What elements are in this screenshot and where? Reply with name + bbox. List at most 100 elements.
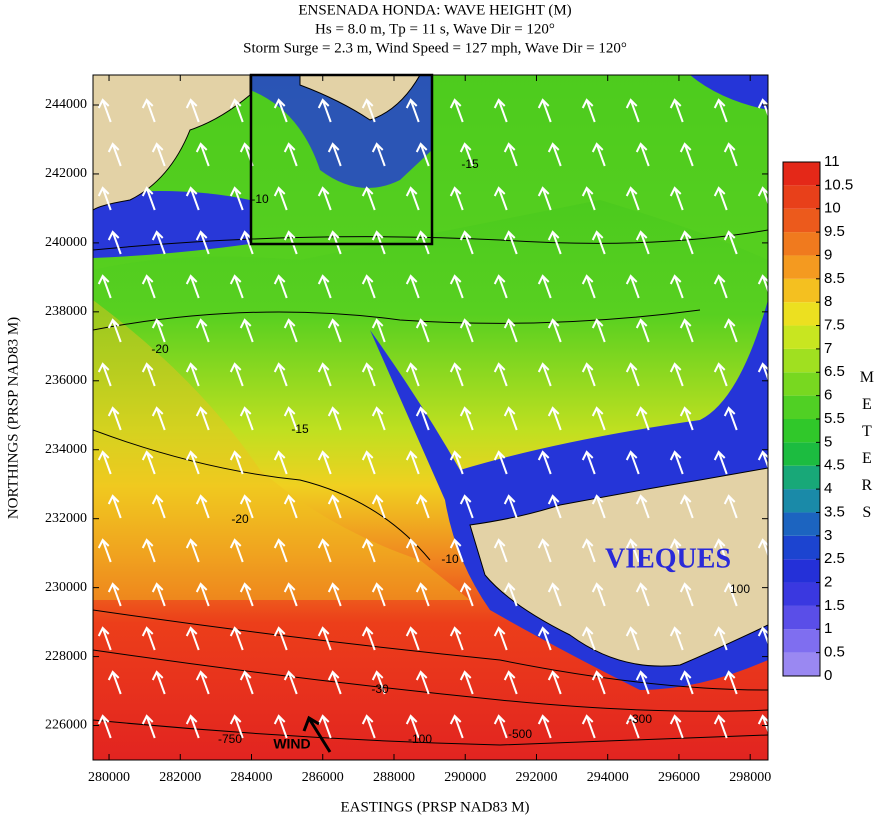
wind-arrow [537,714,552,739]
wind-arrow [317,714,332,739]
wind-arrow [459,142,474,167]
wind-arrow [449,362,464,387]
wind-arrow [371,582,386,607]
wind-arrow [195,406,210,431]
colorbar-band [783,652,820,676]
wind-arrow [151,318,166,343]
colorbar-tick-label: 2 [824,574,832,591]
wind-arrow [581,538,596,563]
wind-arrow [713,362,728,387]
wind-arrow [757,626,768,646]
colorbar-band [783,512,820,536]
y-tick-label: 236000 [45,373,87,388]
colorbar-band [783,395,820,419]
wind-arrow [415,582,430,607]
wind-arrow [537,274,552,299]
wind-arrow [229,714,244,739]
wind-arrow [317,626,332,651]
y-tick-label: 226000 [45,718,87,733]
wind-arrow [723,494,738,519]
colorbar-band [783,442,820,466]
wind-arrow [635,494,650,519]
wind-arrow [151,406,166,431]
subtitle: Storm Surge = 2.3 m, Wind Speed = 127 mp… [243,40,627,56]
colorbar-tick-label: 8.5 [824,270,845,287]
wind-arrow [767,591,768,592]
wind-arrow [317,274,332,299]
contour-line [93,649,768,712]
x-tick-label: 290000 [444,770,486,785]
wind-arrow [669,626,684,651]
wind-arrow [537,98,552,123]
colorbar-tick-label: 1.5 [824,597,845,614]
wind-arrow [591,406,606,431]
annotation: VIEQUES [605,543,731,574]
wind-arrow [493,98,508,123]
wind-arrow [635,406,650,431]
wind-arrow [503,406,518,431]
wind-arrow [713,714,728,739]
wind-arrow [239,230,254,255]
wind-arrow [581,274,596,299]
chart-title: ENSENADA HONDA: WAVE HEIGHT (M) [298,2,571,18]
wind-arrow [361,362,376,387]
wind-arrow [97,362,112,387]
contour-line [93,309,701,331]
wind-arrow [361,186,376,211]
wind-arrow [107,142,122,167]
x-axis-label: EASTINGS (PRSP NAD83 M) [340,799,529,815]
wind-arrow [723,582,738,607]
colorbar-tick-label: 0 [824,667,832,684]
wind-arrow [547,494,562,519]
wind-arrow [273,626,288,651]
wind-arrow [449,538,464,563]
land [93,75,251,211]
wind-arrow [635,670,650,695]
wind-arrow [283,142,298,167]
wind-arrow [405,274,420,299]
contour-label: -15 [291,422,309,436]
wind-arrow [723,230,738,255]
plot-frame [92,74,769,761]
colorbar-frame [782,161,821,677]
colorbar-tick-label: 3.5 [824,503,845,520]
wind-arrow [185,274,200,299]
wind-arrow [581,450,596,475]
x-tick-label: 294000 [587,770,629,785]
y-tick-label: 230000 [45,580,87,595]
colorbar-band [783,232,820,256]
wind-arrow [229,362,244,387]
wind-arrow [757,274,768,294]
y-tick-label: 232000 [45,511,87,526]
wind-arrow [591,318,606,343]
wind-arrow [635,582,650,607]
colorbar-band [783,559,820,583]
wind-arrow [283,670,298,695]
wind-arrow [405,450,420,475]
wind-arrow [185,714,200,739]
wind-arrow [107,494,122,519]
contour-label: -10 [251,192,269,206]
wind-arrow [229,98,244,123]
contour-line [93,719,768,746]
wind-arrow [669,98,684,123]
y-tick-label: 244000 [45,97,87,112]
colorbar-tick-label: 10 [824,200,841,217]
wind-arrow [679,318,694,343]
wind-arrow [713,626,728,651]
wind-arrow [679,406,694,431]
wind-arrow [503,494,518,519]
wind-arrow [581,626,596,651]
wind-arrow [141,714,156,739]
contour-line [93,429,431,561]
wind-arrow [97,98,112,123]
colorbar-label: METERS [858,369,875,531]
colorbar-tick-label: 6 [824,387,832,404]
colorbar-tick-label: 3 [824,527,832,544]
wind-arrow [625,714,640,739]
wind-arrow [591,670,606,695]
colorbar-tick-label: 6.5 [824,363,845,380]
colorbar-band [783,535,820,560]
colorbar-tick-label: 5 [824,433,832,450]
wind-arrow [273,98,288,123]
